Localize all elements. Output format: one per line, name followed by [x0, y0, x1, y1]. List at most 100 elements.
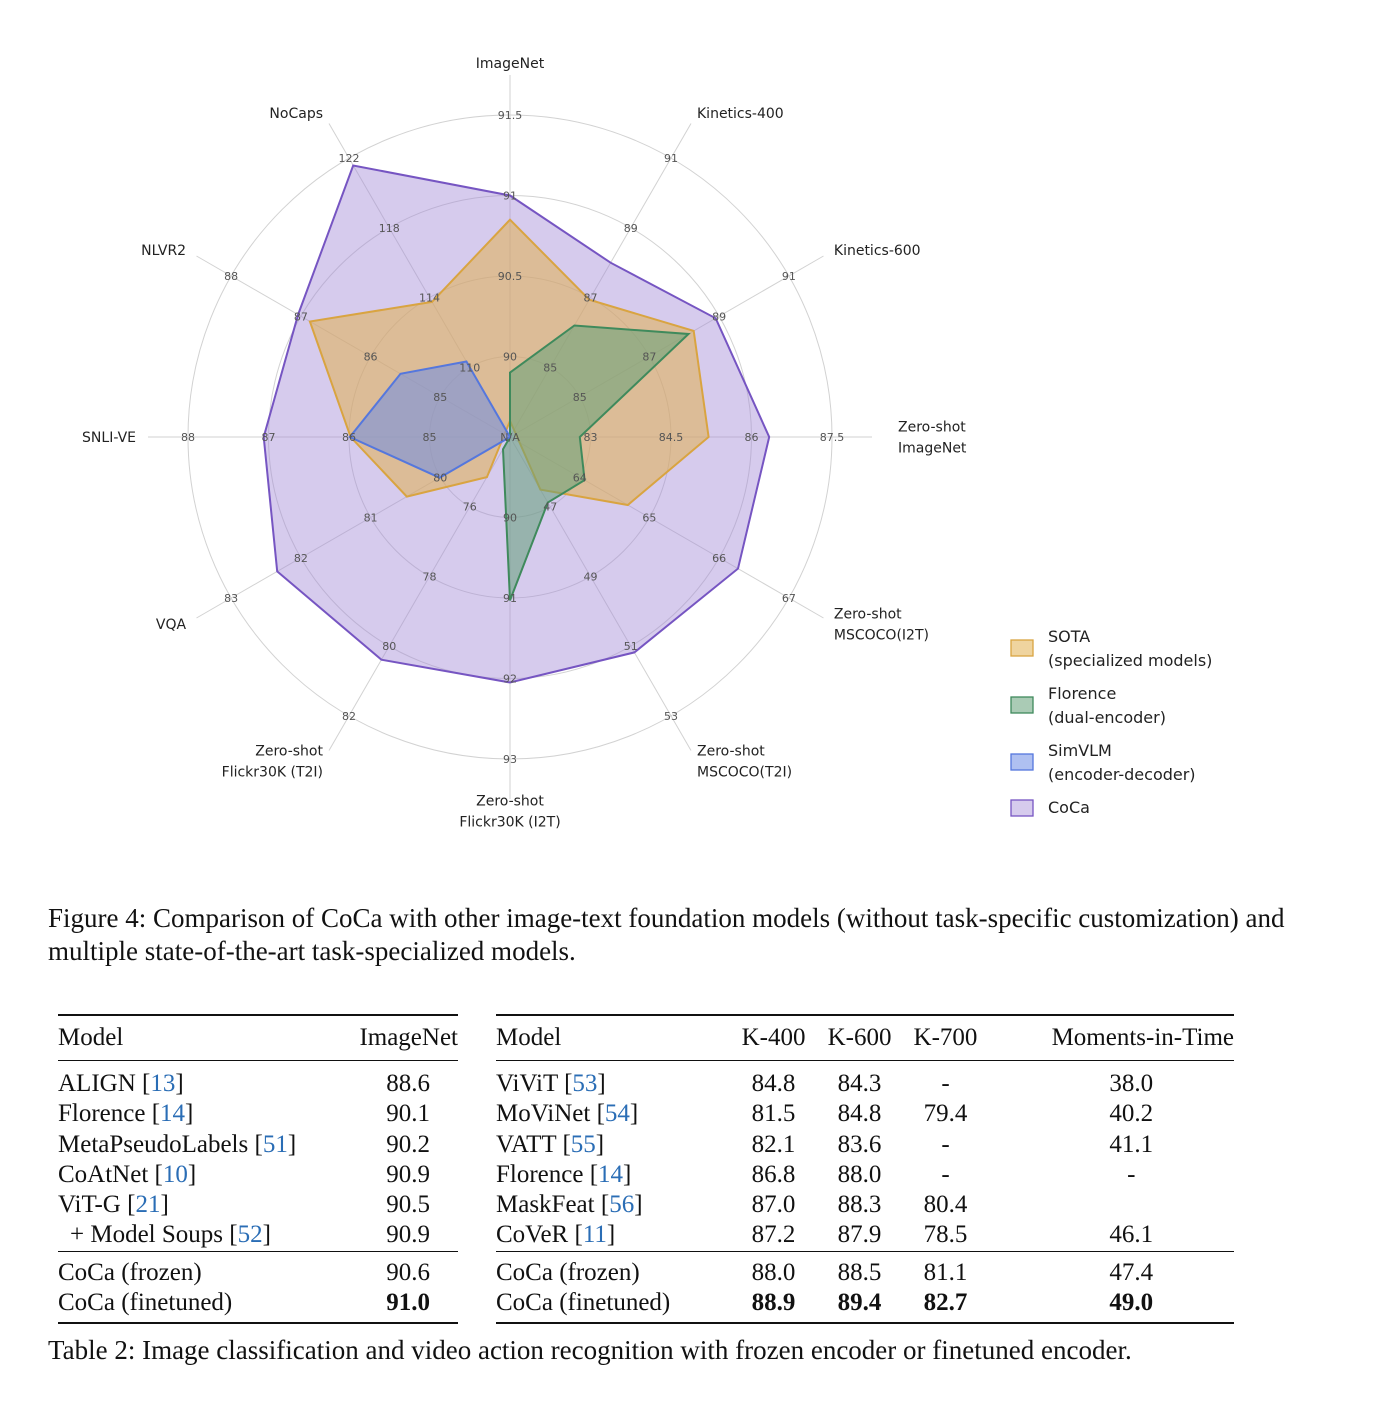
- k700-value: 80.4: [923, 1191, 968, 1219]
- axis-label-line: Zero-shot: [834, 607, 902, 623]
- axis-label: Kinetics-400: [697, 106, 784, 122]
- legend-series-name: SOTA: [1048, 627, 1090, 646]
- model-name: ALIGN: [58, 1070, 143, 1097]
- k700-value: -: [941, 1160, 950, 1188]
- mit-value: [988, 1190, 1234, 1220]
- mit-value: 40.2: [1109, 1100, 1154, 1128]
- axis-label: NoCaps: [269, 106, 323, 122]
- tick-label: 82: [294, 552, 308, 565]
- tick-label: 90: [503, 351, 517, 364]
- model-cell: Florence [14]: [58, 1100, 194, 1128]
- tick-label: 80: [433, 471, 447, 484]
- table-row: ALIGN [13] 88.6: [58, 1061, 458, 1100]
- radar-chart: 90 90.5 91 91.5 85 87 89 91 85 87 89 91 83 84.5 86 87.5…: [82, 56, 1212, 831]
- k400-value: 82.1: [751, 1130, 796, 1158]
- model-name: CoCa (frozen): [58, 1258, 202, 1286]
- tick-label: 87.5: [820, 431, 845, 444]
- k600-value: 84.3: [837, 1070, 882, 1097]
- tick-label: 49: [584, 570, 598, 583]
- tick-label: 83: [584, 431, 598, 444]
- model-cell: CoCa (finetuned): [58, 1288, 341, 1325]
- citation-link[interactable]: 54: [604, 1100, 630, 1128]
- k400-value: 86.8: [751, 1160, 796, 1188]
- model-name: MaskFeat: [496, 1191, 601, 1219]
- tick-label: 88: [224, 270, 238, 283]
- citation-link[interactable]: 13: [150, 1070, 176, 1097]
- k600-value: 88.0: [837, 1160, 882, 1188]
- series-area-simvlm: [348, 360, 512, 479]
- imagenet-value: 90.5: [386, 1191, 430, 1219]
- tick-label: 91: [503, 592, 517, 605]
- tick-label: 91: [782, 270, 796, 283]
- citation-link[interactable]: 56: [609, 1191, 635, 1219]
- citation-link[interactable]: 53: [572, 1070, 598, 1097]
- k400-value: 87.2: [751, 1221, 796, 1249]
- tick-labels: 90 90.5 91 91.5 85 87 89 91 85 87 89 91 83 84.5 86 87.5…: [181, 109, 844, 766]
- model-name: ViViT: [496, 1070, 565, 1097]
- table-row: CoCa (frozen) 90.6: [58, 1250, 458, 1289]
- table-row: Florence [14] 86.8 88.0 - -: [496, 1160, 1234, 1190]
- table-row: CoCa (finetuned) 91.0: [58, 1288, 458, 1325]
- citation-link[interactable]: 52: [237, 1221, 263, 1249]
- tick-label: 78: [423, 570, 437, 583]
- citation-link[interactable]: 14: [598, 1160, 624, 1188]
- axis-label-line: SNLI-VE: [82, 430, 136, 446]
- tick-label: 81: [364, 512, 378, 525]
- legend-series-sub: (specialized models): [1048, 651, 1212, 670]
- table-row: VATT [55] 82.1 83.6 - 41.1: [496, 1130, 1234, 1160]
- tick-label: 85: [573, 391, 587, 404]
- legend-series-name: CoCa: [1048, 798, 1090, 817]
- tick-label: 82: [342, 710, 356, 723]
- axis-label-line: Zero-shot: [476, 794, 544, 810]
- k600-value: 84.8: [837, 1100, 882, 1128]
- citation-link[interactable]: 14: [160, 1100, 186, 1128]
- model-cell: CoCa (frozen): [58, 1250, 341, 1289]
- tick-label: 91: [503, 190, 517, 203]
- citation-link[interactable]: 21: [135, 1191, 161, 1219]
- axis-label-line: Kinetics-400: [697, 106, 784, 122]
- imagenet-value: 90.6: [340, 1250, 458, 1289]
- table-row: CoCa (finetuned) 88.9 89.4 82.7 49.0: [496, 1288, 1234, 1325]
- tick-label: 76: [463, 501, 477, 514]
- model-cell: ViViT [53]: [496, 1070, 606, 1097]
- model-name: CoAtNet: [58, 1160, 155, 1188]
- axis-label: SNLI-VE: [82, 430, 136, 446]
- mit-value: 46.1: [1109, 1221, 1154, 1249]
- legend-swatch-simvlm: [1010, 753, 1034, 771]
- table-row: MetaPseudoLabels [51] 90.2: [58, 1130, 458, 1160]
- model-cell: ViT-G [21]: [58, 1191, 169, 1219]
- axis-label: ImageNet: [476, 56, 545, 72]
- axis-label-line: VQA: [156, 617, 187, 633]
- table-row: CoVeR [11] 87.2 87.9 78.5 46.1: [496, 1220, 1234, 1251]
- legend-series-sub: (encoder-decoder): [1048, 765, 1196, 784]
- table-row: CoAtNet [10] 90.9: [58, 1160, 458, 1190]
- tick-label: 89: [712, 310, 726, 323]
- tick-label: 90: [503, 512, 517, 525]
- imagenet-value: 90.9: [386, 1221, 430, 1249]
- model-cell: CoCa (frozen): [496, 1250, 731, 1289]
- tick-label: 85: [543, 361, 557, 374]
- model-name: CoCa (frozen): [496, 1258, 640, 1286]
- citation-link[interactable]: 55: [570, 1130, 596, 1158]
- video-table: Model K-400 K-600 K-700 Moments-in-Time …: [496, 1014, 1234, 1325]
- tick-label: 53: [664, 710, 678, 723]
- model-cell: MaskFeat [56]: [496, 1191, 643, 1219]
- k700-value: 79.4: [923, 1100, 968, 1128]
- center-label: N/A: [500, 431, 520, 444]
- tick-label: 86: [364, 351, 378, 364]
- tick-label: 88: [181, 431, 195, 444]
- citation-link[interactable]: 10: [162, 1160, 188, 1188]
- legend-swatch-coca: [1010, 799, 1034, 817]
- legend-swatch-florence: [1010, 696, 1034, 714]
- model-name: CoCa (finetuned): [58, 1289, 233, 1317]
- k600-value: 88.3: [837, 1191, 882, 1219]
- tick-label: 92: [503, 673, 517, 686]
- tick-label: 86: [342, 431, 356, 444]
- tick-label: 93: [503, 753, 517, 766]
- series-area-florence: [501, 324, 691, 601]
- tick-label: 66: [712, 552, 726, 565]
- tick-label: 89: [624, 222, 638, 235]
- citation-link[interactable]: 11: [582, 1221, 607, 1249]
- citation-link[interactable]: 51: [262, 1130, 288, 1158]
- table-row: MoViNet [54] 81.5 84.8 79.4 40.2: [496, 1099, 1234, 1129]
